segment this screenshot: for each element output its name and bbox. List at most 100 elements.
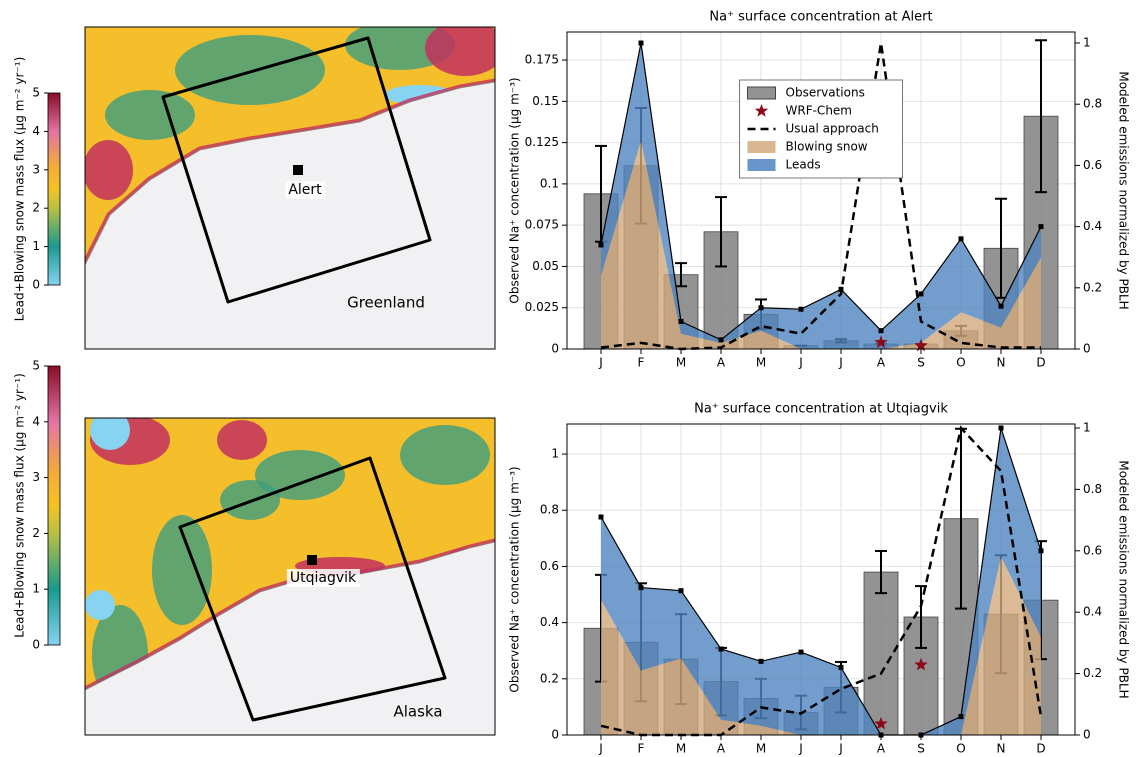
area-marker — [1038, 224, 1044, 230]
flux-patch — [400, 425, 490, 485]
map-border — [84, 26, 496, 350]
y2-axis-label: Modeled emissions normalized by PBLH — [1117, 71, 1131, 309]
flux-patch — [255, 450, 345, 500]
flux-patch — [105, 90, 195, 140]
y2-tick-label: 1 — [1083, 36, 1091, 50]
plot-frame — [566, 31, 1076, 350]
y2-tick-label: 0.2 — [1083, 280, 1102, 294]
point — [914, 657, 928, 671]
flux-patch — [85, 140, 133, 200]
legend-label: Blowing snow — [786, 140, 868, 154]
area-marker — [758, 658, 764, 664]
x-tick-label: N — [997, 356, 1006, 370]
x-tick-label: F — [638, 356, 645, 370]
map-border — [84, 417, 496, 736]
x-tick-label: M — [676, 742, 686, 756]
area-marker — [838, 664, 844, 670]
y-tick-label: 0.15 — [532, 94, 559, 108]
x-tick-label: O — [956, 356, 965, 370]
area-marker — [598, 514, 604, 520]
y2-tick-label: 1 — [1083, 420, 1091, 434]
area-marker — [598, 242, 604, 248]
colorbar — [47, 92, 61, 286]
y-tick-label: 0.6 — [540, 559, 559, 573]
colorbar-tick-label: 0 — [32, 278, 40, 292]
y-tick-label: 0 — [551, 728, 559, 742]
error-bar — [1035, 39, 1047, 194]
colorbar-tick-label: 5 — [32, 86, 40, 100]
x-tick-label: M — [756, 742, 766, 756]
colorbar-tick-label: 0 — [32, 638, 40, 652]
x-tick-label: J — [598, 742, 603, 756]
x-tick-label: S — [917, 742, 925, 756]
area-marker — [638, 40, 644, 46]
region-label: Greenland — [347, 294, 425, 312]
site-marker — [293, 165, 303, 175]
chart-title: Na⁺ surface concentration at Alert — [709, 10, 932, 25]
area-marker — [958, 236, 964, 242]
colorbar-tick-label: 1 — [32, 239, 40, 253]
area-outline — [600, 42, 1042, 341]
site-label: Alert — [288, 182, 322, 198]
y-tick-label: 0.025 — [525, 300, 559, 314]
y-tick-label: 0.8 — [540, 503, 559, 517]
colorbar-tick-label: 5 — [32, 359, 40, 373]
y2-tick-label: 0.2 — [1083, 666, 1102, 680]
area-marker — [1038, 548, 1044, 554]
line — [600, 42, 1041, 351]
x-tick-label: A — [877, 356, 886, 370]
x-tick-label: A — [877, 742, 886, 756]
y2-tick-label: 0 — [1083, 728, 1091, 742]
area-marker — [678, 588, 684, 594]
map — [85, 27, 495, 349]
y-tick-label: 1 — [551, 447, 559, 461]
x-tick-label: J — [798, 356, 803, 370]
colorbar-tick-label: 1 — [32, 582, 40, 596]
legend-swatch — [747, 86, 776, 100]
x-tick-label: A — [717, 742, 726, 756]
point — [874, 716, 888, 730]
y2-tick-label: 0.8 — [1083, 97, 1102, 111]
area-marker — [998, 303, 1004, 309]
land — [85, 81, 495, 349]
colorbar-tick-label: 2 — [32, 201, 40, 215]
y-axis-label: Observed Na⁺ concentration (µg m⁻³) — [508, 466, 522, 692]
y-tick-label: 0.175 — [525, 53, 559, 67]
domain-frame — [161, 36, 432, 304]
flux-patch — [85, 590, 115, 620]
y-tick-label: 0.2 — [540, 671, 559, 685]
x-tick-label: J — [798, 742, 803, 756]
colorbar-label: Lead+Blowing snow mass flux (µg m⁻² yr⁻¹… — [13, 57, 27, 322]
area-marker — [918, 291, 924, 297]
site-marker — [307, 555, 317, 565]
plot-frame — [566, 423, 1076, 736]
point — [914, 338, 928, 352]
area-marker — [758, 305, 764, 311]
site-label: Utqiagvik — [290, 570, 357, 586]
x-tick-label: D — [1036, 356, 1045, 370]
x-tick-label: O — [956, 742, 965, 756]
x-tick-label: J — [838, 742, 843, 756]
x-tick-label: M — [676, 356, 686, 370]
site-label-bg — [286, 569, 361, 587]
y-axis-label: Observed Na⁺ concentration (µg m⁻³) — [508, 77, 522, 303]
x-tick-label: N — [997, 742, 1006, 756]
y2-tick-label: 0 — [1083, 342, 1091, 356]
y-tick-label: 0 — [551, 342, 559, 356]
flux-patch — [90, 418, 130, 450]
bar — [863, 571, 899, 736]
error-bar — [715, 196, 727, 268]
area-marker — [958, 714, 964, 720]
area-marker — [718, 337, 724, 343]
area-outline — [600, 427, 1042, 736]
error-bar — [675, 262, 687, 288]
y2-tick-label: 0.4 — [1083, 605, 1102, 619]
chart-title: Na⁺ surface concentration at Utqiagvik — [694, 402, 948, 417]
legend-swatch — [754, 104, 769, 117]
colorbar-tick-label: 3 — [32, 470, 40, 484]
area-marker — [678, 318, 684, 324]
error-bar — [915, 585, 927, 649]
flux-patch — [217, 420, 267, 460]
flux-patch — [345, 27, 455, 70]
